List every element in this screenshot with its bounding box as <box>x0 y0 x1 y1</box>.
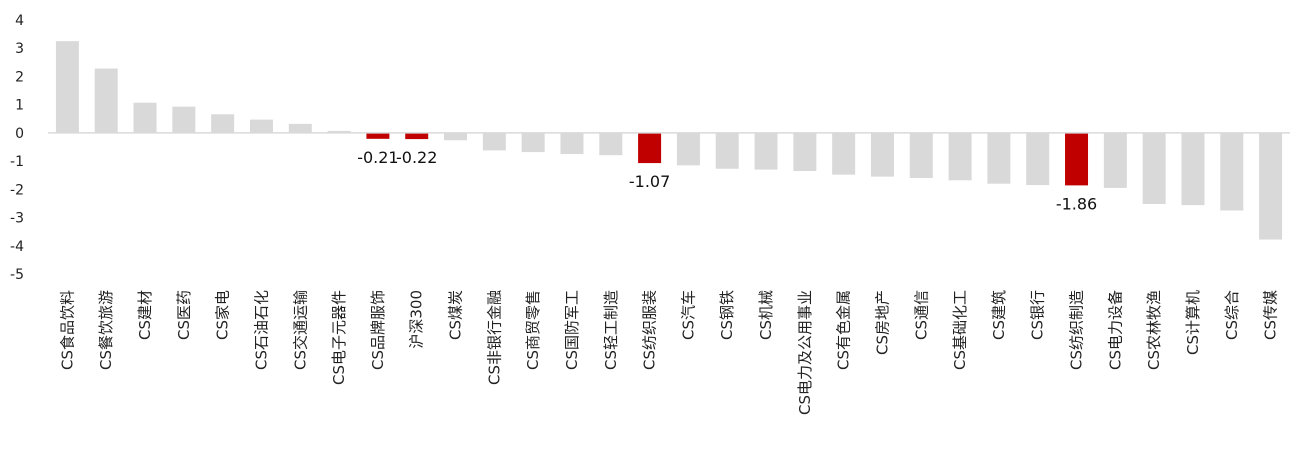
bar <box>793 132 817 171</box>
category-labels: CS食品饮料 CS餐饮旅游 CS建材 CS医药 CS家电 CS石油石化 CS交通运输 CS电子… <box>58 290 1279 415</box>
category-label: CS交通运输 <box>291 290 309 370</box>
data-label: -1.07 <box>629 172 670 191</box>
category-label: CS商贸零售 <box>524 290 542 370</box>
category-label: CS餐饮旅游 <box>97 290 115 370</box>
bar <box>1103 132 1127 188</box>
bar <box>327 130 351 133</box>
y-tick-label: 2 <box>15 69 24 85</box>
bar <box>55 41 79 133</box>
category-label: CS纺织服装 <box>641 290 659 370</box>
bar <box>1259 132 1283 240</box>
bar <box>1026 132 1050 186</box>
category-label: CS石油石化 <box>252 290 270 370</box>
y-tick-label: -5 <box>10 267 24 283</box>
category-label: CS汽车 <box>679 290 697 340</box>
bar <box>909 132 933 179</box>
category-label: CS传媒 <box>1262 290 1280 340</box>
category-label: CS电力及公用事业 <box>796 290 814 415</box>
category-label: CS农林牧渔 <box>1145 290 1163 370</box>
bar <box>444 132 468 141</box>
category-label: CS纺织制造 <box>1068 290 1086 370</box>
y-tick-label: -3 <box>10 211 24 227</box>
category-label: CS通信 <box>912 290 930 340</box>
bar <box>133 102 157 133</box>
bar <box>249 119 273 133</box>
category-label: CS综合 <box>1223 290 1241 340</box>
y-tick-label: -2 <box>10 182 24 198</box>
bar <box>715 132 739 169</box>
bar <box>754 132 778 170</box>
category-label: CS煤炭 <box>447 290 465 340</box>
bar <box>1142 132 1166 205</box>
bar <box>870 132 894 177</box>
category-label: CS银行 <box>1029 290 1047 340</box>
category-label: CS食品饮料 <box>58 290 76 370</box>
bar <box>94 68 118 133</box>
category-label: CS轻工制造 <box>602 290 620 370</box>
bar <box>288 123 312 133</box>
y-axis: 4 3 2 1 0 -1 -2 -3 -4 -5 <box>10 13 24 283</box>
bar <box>1220 132 1244 211</box>
bar <box>172 106 196 133</box>
y-tick-label: 4 <box>15 13 24 29</box>
category-label: CS基础化工 <box>951 290 969 370</box>
y-tick-label: -1 <box>10 154 24 170</box>
category-label: CS建材 <box>136 290 154 340</box>
category-label: CS计算机 <box>1184 290 1202 355</box>
bar <box>560 132 584 155</box>
category-label: CS医药 <box>175 290 193 340</box>
bar <box>599 132 623 156</box>
bar <box>521 132 545 153</box>
bar <box>366 132 390 139</box>
y-tick-label: -4 <box>10 239 24 255</box>
bar <box>948 132 972 181</box>
bar <box>638 132 662 164</box>
category-label: CS家电 <box>214 290 232 340</box>
category-label: CS机械 <box>757 290 775 340</box>
category-label: 沪深300 <box>408 290 426 349</box>
bars <box>55 41 1283 240</box>
y-tick-label: 1 <box>15 98 24 114</box>
category-label: CS电子元器件 <box>330 290 348 385</box>
bar <box>211 114 235 133</box>
bar <box>482 132 506 151</box>
category-label: CS建筑 <box>990 290 1008 340</box>
bar <box>676 132 700 166</box>
data-labels: -0.21-0.22 -1.07 -1.86 <box>357 148 1097 214</box>
category-label: CS国防军工 <box>563 290 581 370</box>
bar <box>987 132 1011 184</box>
data-label: -0.21 <box>357 148 398 167</box>
y-tick-label: 0 <box>15 126 24 142</box>
bar <box>1181 132 1205 206</box>
category-label: CS电力设备 <box>1106 290 1124 370</box>
data-label: -0.22 <box>396 148 437 167</box>
data-label: -1.86 <box>1056 194 1097 213</box>
bar <box>832 132 856 175</box>
bar <box>1065 132 1089 186</box>
bar <box>405 132 429 140</box>
y-tick-label: 3 <box>15 41 24 57</box>
category-label: CS钢铁 <box>718 290 736 340</box>
category-label: CS有色金属 <box>835 290 853 370</box>
category-label: CS品牌服饰 <box>369 290 387 370</box>
category-label: CS房地产 <box>873 290 891 355</box>
category-label: CS非银行金融 <box>485 290 503 385</box>
